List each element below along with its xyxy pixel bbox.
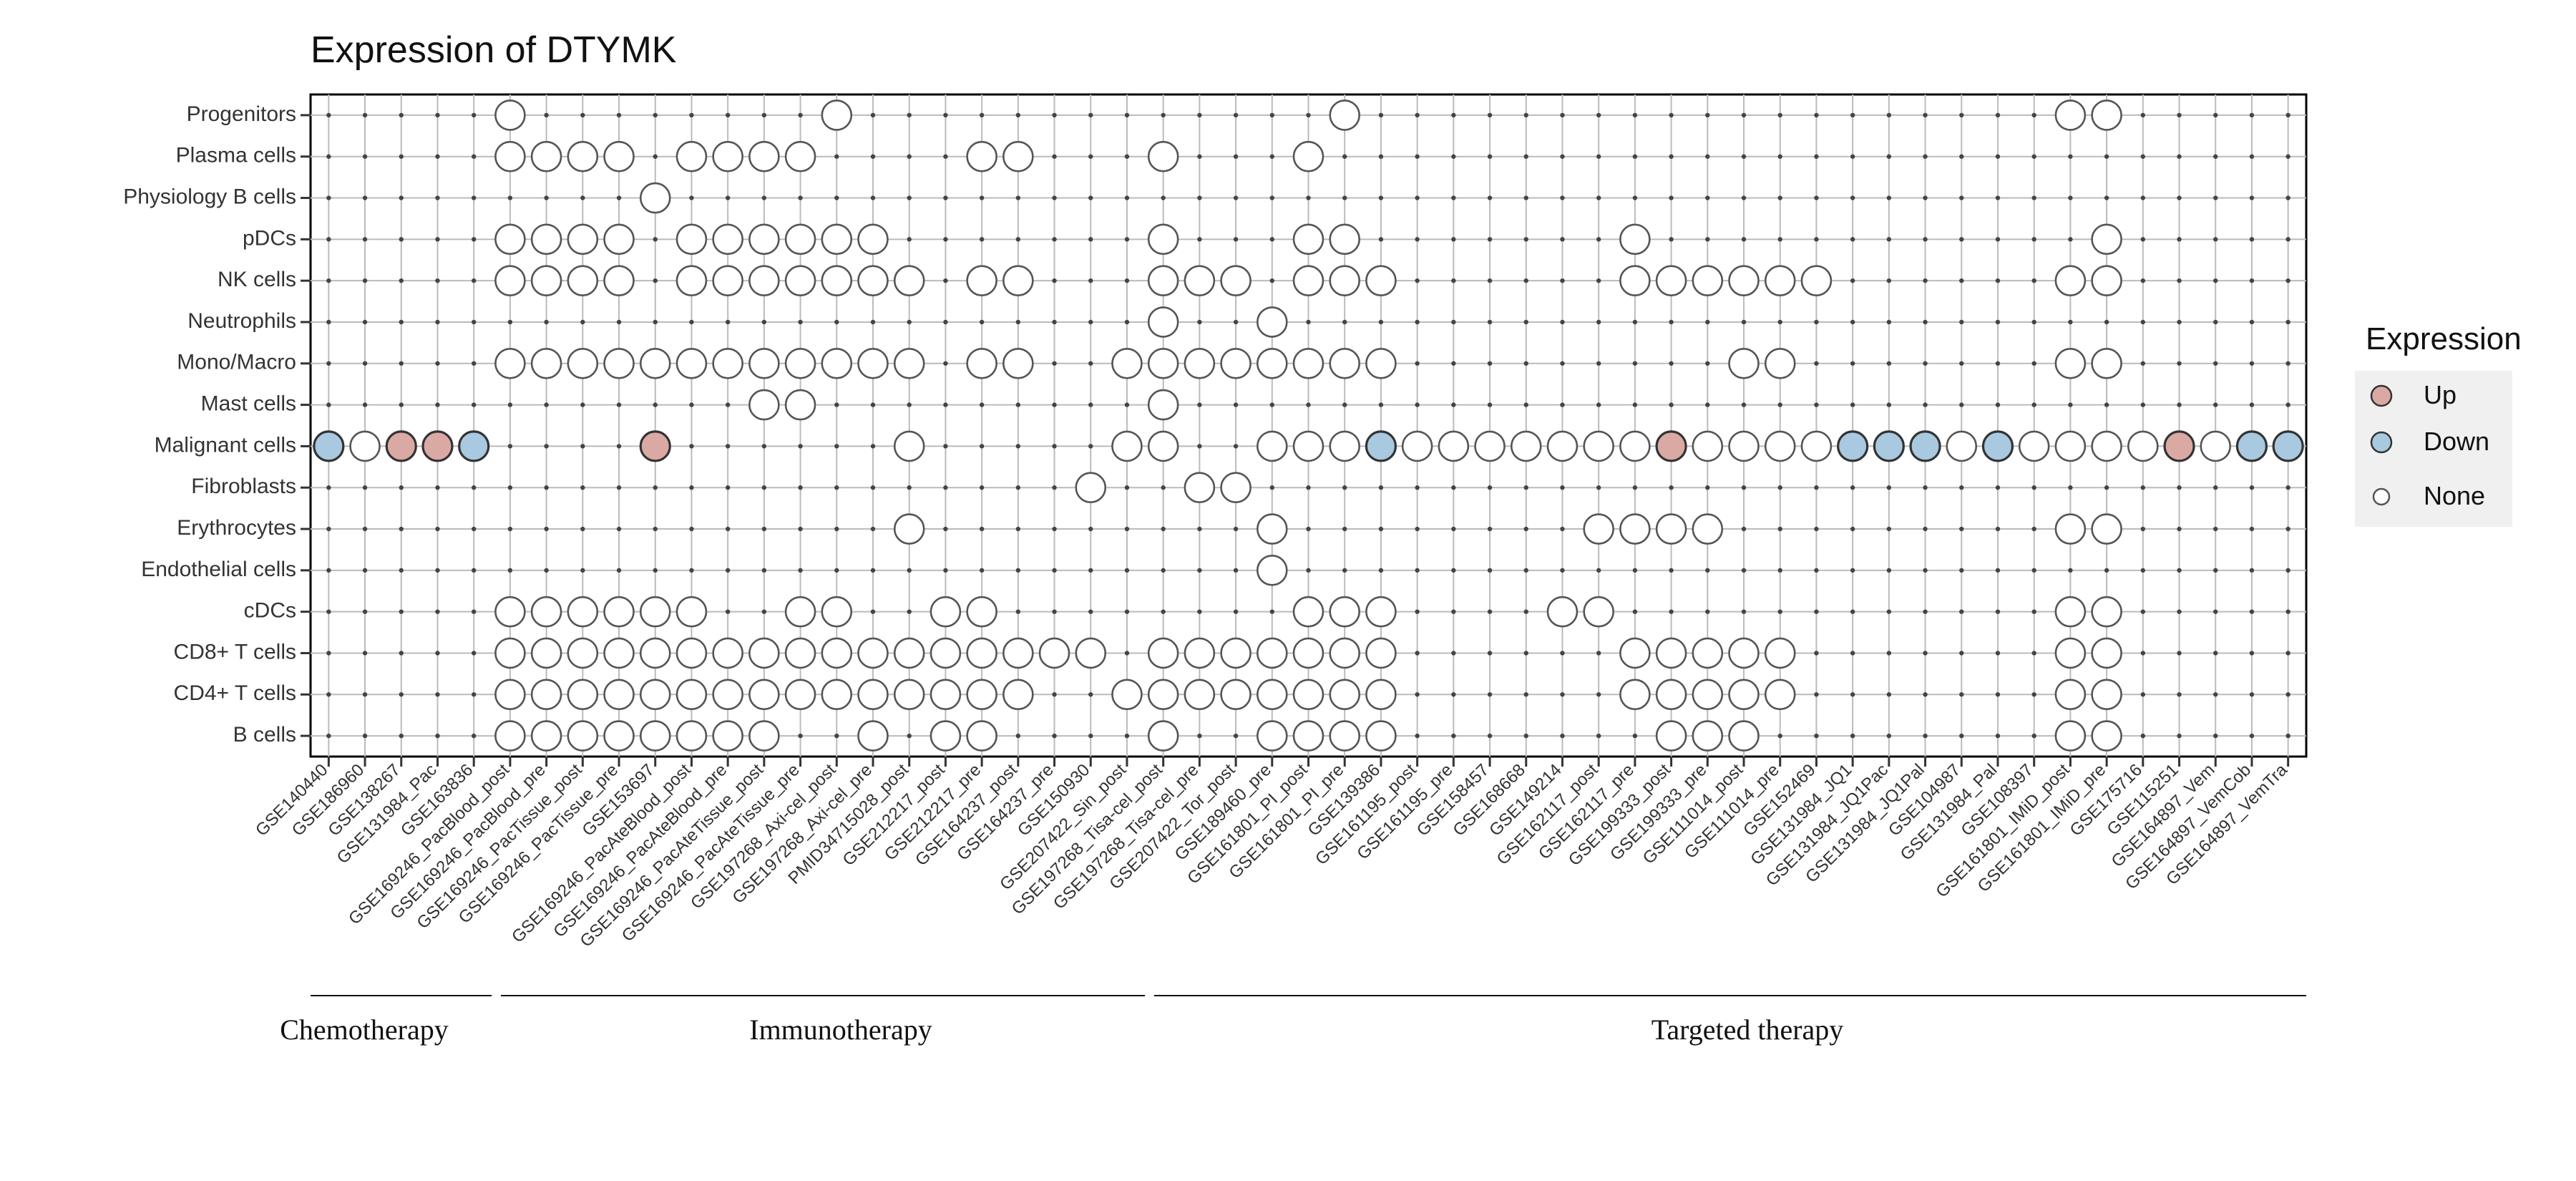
svg-text:Erythrocytes: Erythrocytes <box>177 516 296 540</box>
svg-text:Neutrophils: Neutrophils <box>187 309 296 333</box>
svg-text:Malignant cells: Malignant cells <box>155 433 296 457</box>
svg-text:NK cells: NK cells <box>218 268 296 291</box>
svg-text:CD8+ T cells: CD8+ T cells <box>174 640 296 664</box>
svg-text:None: None <box>2424 481 2485 510</box>
svg-text:Mast cells: Mast cells <box>201 392 296 416</box>
svg-text:CD4+ T cells: CD4+ T cells <box>174 681 296 705</box>
svg-text:Endothelial cells: Endothelial cells <box>141 558 296 581</box>
svg-text:Plasma cells: Plasma cells <box>176 144 296 167</box>
svg-text:Progenitors: Progenitors <box>187 102 296 126</box>
svg-text:Fibroblasts: Fibroblasts <box>191 475 296 498</box>
svg-text:Mono/Macro: Mono/Macro <box>177 351 296 374</box>
svg-text:Physiology B cells: Physiology B cells <box>123 185 296 208</box>
svg-text:pDCs: pDCs <box>243 226 296 250</box>
svg-text:Up: Up <box>2424 380 2457 409</box>
svg-text:Down: Down <box>2424 427 2489 456</box>
svg-text:Expression: Expression <box>2366 321 2522 356</box>
svg-text:B cells: B cells <box>233 723 296 747</box>
svg-text:cDCs: cDCs <box>244 599 296 623</box>
